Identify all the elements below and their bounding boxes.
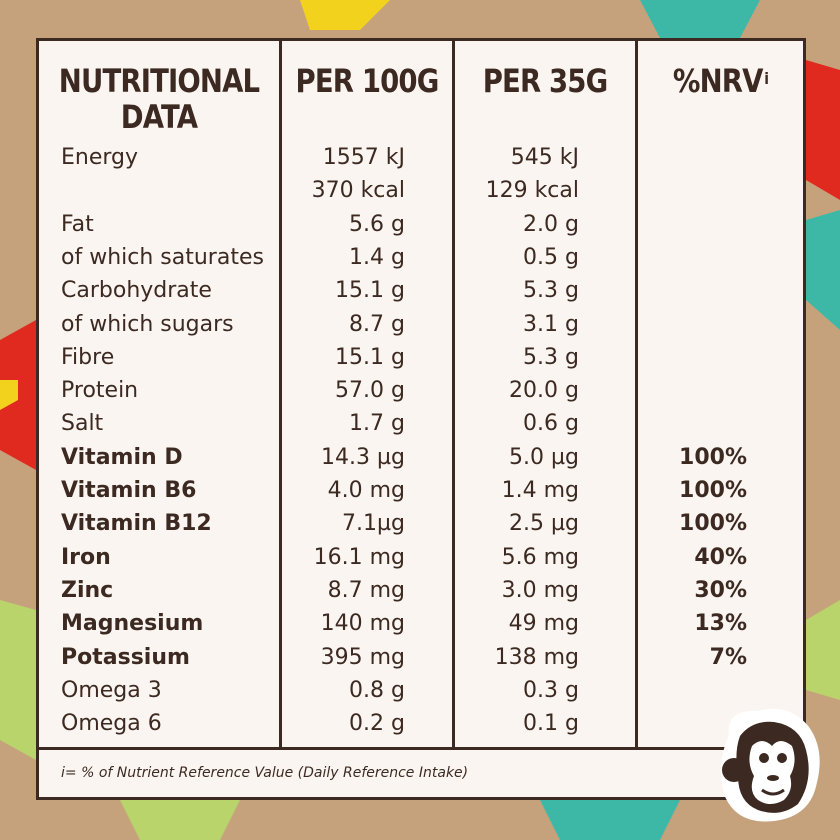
table-row: Carbohydrate 15.1 g 5.3 g bbox=[39, 278, 803, 311]
value-per-35g: 3.1 g bbox=[523, 311, 579, 337]
nutrient-name: Fat bbox=[61, 211, 94, 237]
value-per-35g: 2.0 g bbox=[523, 211, 579, 237]
value-per-100g: 1557 kJ bbox=[322, 145, 405, 170]
value-per-35g: 1.4 mg bbox=[501, 478, 579, 503]
table-row: Omega 3 0.8 g 0.3 g bbox=[39, 678, 803, 711]
column-divider bbox=[279, 41, 282, 747]
header-nrv: %NRV i bbox=[650, 63, 792, 99]
column-divider bbox=[452, 41, 455, 747]
nrv-percent: 7% bbox=[709, 644, 747, 670]
value-per-35g: 49 mg bbox=[508, 611, 579, 637]
nutrition-label: NUTRITIONAL DATA PER 100G PER 35G %NRV i … bbox=[36, 38, 806, 800]
table-row: Omega 6 0.2 g 0.1 g bbox=[39, 711, 803, 744]
nutrient-name: Magnesium bbox=[61, 611, 204, 637]
nrv-percent: 13% bbox=[694, 611, 747, 637]
value-per-35g: 138 mg bbox=[494, 644, 579, 670]
value-per-100g: 140 mg bbox=[320, 611, 405, 637]
nrv-percent: 100% bbox=[679, 478, 747, 503]
nutrient-name: Protein bbox=[61, 378, 139, 404]
value-per-100g: 7.1µg bbox=[342, 511, 405, 537]
nutrient-name: Salt bbox=[61, 411, 104, 437]
value-per-100g: 4.0 mg bbox=[327, 478, 405, 503]
table-row: of which saturates 1.4 g 0.5 g bbox=[39, 245, 803, 278]
value-per-35g: 3.0 mg bbox=[501, 577, 579, 603]
value-per-35g: 5.3 g bbox=[523, 344, 579, 370]
nutrient-name: of which sugars bbox=[61, 311, 234, 337]
header-per-35g: PER 35G bbox=[482, 62, 608, 100]
table-row: Magnesium 140 mg 49 mg 13% bbox=[39, 611, 803, 644]
table-row: Vitamin B12 7.1µg 2.5 µg 100% bbox=[39, 511, 803, 544]
table-row: Zinc 8.7 mg 3.0 mg 30% bbox=[39, 578, 803, 611]
nrv-percent: 100% bbox=[679, 511, 747, 537]
footnote: i= % of Nutrient Reference Value (Daily … bbox=[61, 765, 469, 781]
nutrient-name: of which saturates bbox=[61, 244, 264, 270]
nutrient-name: Energy bbox=[61, 145, 139, 170]
value-per-100g: 370 kcal bbox=[311, 178, 405, 204]
table-row: Energy 1557 kJ 545 kJ bbox=[39, 145, 803, 178]
nutrient-name: Vitamin B6 bbox=[61, 478, 197, 503]
value-per-100g: 15.1 g bbox=[335, 344, 405, 370]
table-row: of which sugars 8.7 g 3.1 g bbox=[39, 312, 803, 345]
header-nrv-superscript: i bbox=[764, 69, 769, 88]
nutrient-name: Vitamin D bbox=[61, 444, 183, 470]
table-row: Vitamin D 14.3 µg 5.0 µg 100% bbox=[39, 445, 803, 478]
value-per-100g: 15.1 g bbox=[335, 278, 405, 304]
nrv-percent: 40% bbox=[694, 544, 747, 570]
footnote-divider bbox=[39, 747, 803, 750]
table-row: Vitamin B6 4.0 mg 1.4 mg 100% bbox=[39, 478, 803, 511]
value-per-100g: 0.2 g bbox=[349, 711, 405, 737]
value-per-100g: 14.3 µg bbox=[321, 444, 405, 470]
value-per-35g: 0.1 g bbox=[523, 711, 579, 737]
value-per-100g: 395 mg bbox=[320, 644, 405, 670]
value-per-35g: 129 kcal bbox=[485, 178, 579, 204]
header-nrv-text: %NRV bbox=[672, 62, 764, 100]
nrv-percent: 100% bbox=[679, 444, 747, 470]
value-per-100g: 0.8 g bbox=[349, 677, 405, 703]
value-per-35g: 5.3 g bbox=[523, 278, 579, 304]
table-row: Protein 57.0 g 20.0 g bbox=[39, 378, 803, 411]
nutrient-name: Potassium bbox=[61, 644, 190, 670]
value-per-100g: 8.7 g bbox=[349, 311, 405, 337]
value-per-35g: 0.3 g bbox=[523, 677, 579, 703]
value-per-100g: 1.4 g bbox=[349, 244, 405, 270]
header-line-1: NUTRITIONAL bbox=[58, 62, 260, 100]
nutrient-name: Iron bbox=[61, 544, 111, 570]
value-per-35g: 5.0 µg bbox=[509, 444, 579, 470]
table-row: 370 kcal 129 kcal bbox=[39, 178, 803, 211]
value-per-100g: 1.7 g bbox=[349, 411, 405, 437]
table-row: Fat 5.6 g 2.0 g bbox=[39, 212, 803, 245]
table-row: Fibre 15.1 g 5.3 g bbox=[39, 345, 803, 378]
header-nutritional-data: NUTRITIONAL DATA bbox=[56, 63, 262, 135]
value-per-35g: 2.5 µg bbox=[509, 511, 579, 537]
value-per-100g: 8.7 mg bbox=[327, 577, 405, 603]
nutrient-name: Vitamin B12 bbox=[61, 511, 212, 537]
table-row: Salt 1.7 g 0.6 g bbox=[39, 411, 803, 444]
value-per-100g: 5.6 g bbox=[349, 211, 405, 237]
value-per-35g: 0.6 g bbox=[523, 411, 579, 437]
column-divider bbox=[635, 41, 638, 747]
nutrient-name: Carbohydrate bbox=[61, 278, 212, 304]
nutrient-name: Omega 3 bbox=[61, 677, 162, 703]
nutrient-name: Fibre bbox=[61, 344, 115, 370]
nutrient-name: Zinc bbox=[61, 577, 114, 603]
nrv-percent: 30% bbox=[694, 577, 747, 603]
nutrient-name: Omega 6 bbox=[61, 711, 162, 737]
value-per-35g: 0.5 g bbox=[523, 244, 579, 270]
value-per-100g: 57.0 g bbox=[335, 378, 405, 404]
monkey-face-icon bbox=[720, 708, 820, 822]
header-per-100g: PER 100G bbox=[295, 62, 440, 100]
value-per-35g: 545 kJ bbox=[510, 145, 579, 170]
table-row: Iron 16.1 mg 5.6 mg 40% bbox=[39, 545, 803, 578]
value-per-35g: 20.0 g bbox=[509, 378, 579, 404]
value-per-100g: 16.1 mg bbox=[313, 544, 405, 570]
value-per-35g: 5.6 mg bbox=[501, 544, 579, 570]
table-row: Potassium 395 mg 138 mg 7% bbox=[39, 645, 803, 678]
header-line-2: DATA bbox=[120, 98, 198, 136]
